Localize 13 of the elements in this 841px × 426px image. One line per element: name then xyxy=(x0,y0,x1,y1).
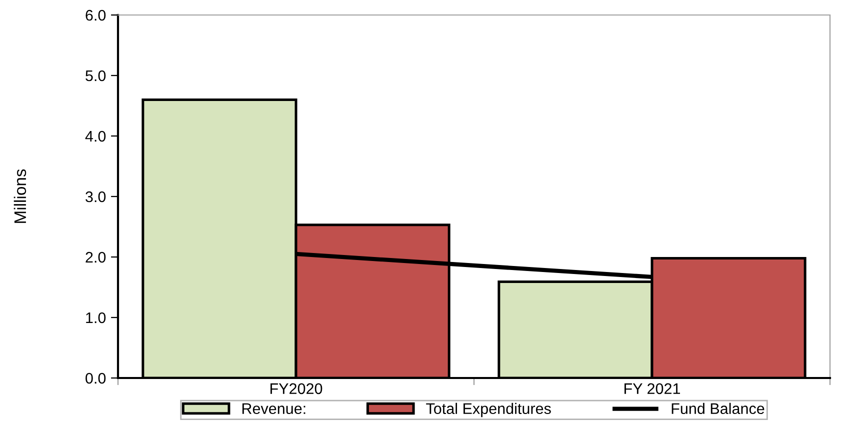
x-tick-label: FY2020 xyxy=(270,383,322,394)
x-tick-label: FY 2021 xyxy=(624,383,680,394)
y-tick-label: 2.0 xyxy=(86,252,106,263)
y-tick-label: 1.0 xyxy=(86,312,106,324)
legend-label: Fund Balance xyxy=(672,402,764,414)
y-tick-label: 4.0 xyxy=(85,130,106,142)
legend-label: Total Expenditures xyxy=(426,402,551,418)
legend-label: Revenue: xyxy=(242,403,306,414)
y-tick-label: 6.0 xyxy=(86,10,106,21)
y-tick-label: 3.0 xyxy=(86,191,106,202)
y-tick-label: 0.0 xyxy=(86,372,106,384)
y-tick-label: 5.0 xyxy=(86,70,106,82)
y-axis-title: Millions xyxy=(14,169,26,223)
